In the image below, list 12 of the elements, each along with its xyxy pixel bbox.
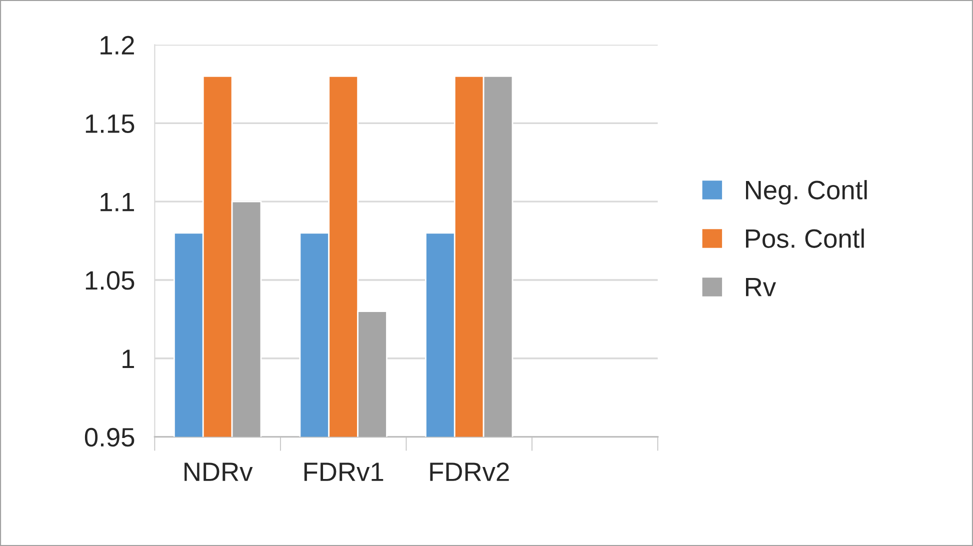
legend-label: Neg. Contl xyxy=(746,180,867,205)
x-tick-label: FDRv1 xyxy=(304,462,384,481)
y-tick-label: 1.15 xyxy=(86,114,134,133)
y-tick-label: 1.2 xyxy=(100,36,134,54)
x-tick-label: NDRv xyxy=(184,462,253,481)
y-tick-label: 1.1 xyxy=(100,192,134,212)
x-tick-label: FDRv2 xyxy=(430,462,509,481)
legend-label: Rv xyxy=(746,278,776,296)
y-tick-label: 1.05 xyxy=(86,271,134,290)
y-tick-label: 1 xyxy=(122,350,134,368)
legend-label: Pos. Contl xyxy=(746,228,864,248)
y-tick-label: 0.95 xyxy=(84,428,134,447)
